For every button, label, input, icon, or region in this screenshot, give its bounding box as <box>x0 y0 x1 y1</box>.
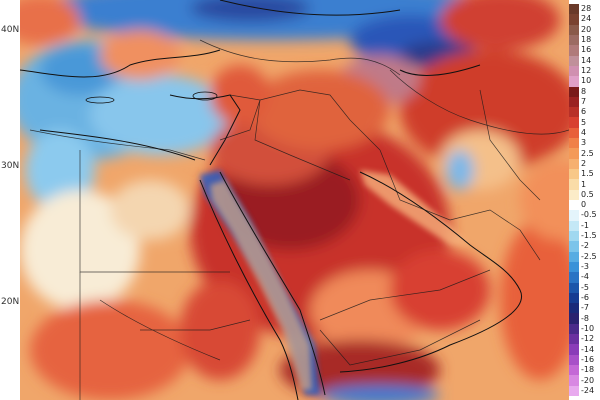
colorbar-tick-label: 20 <box>581 24 592 34</box>
colorbar-tick-label: 1 <box>581 179 587 189</box>
colorbar-swatch <box>569 282 579 294</box>
colorbar-swatch <box>569 107 579 118</box>
colorbar-swatch <box>569 148 579 160</box>
colorbar-tick-label: 2.5 <box>581 148 594 158</box>
colorbar-swatch <box>569 189 579 201</box>
colorbar-swatch <box>569 241 579 253</box>
colorbar-swatch <box>569 34 579 46</box>
colorbar-tick-label: 14 <box>581 55 592 65</box>
colorbar-tick-label: 3 <box>581 138 587 148</box>
temperature-anomaly-map <box>20 0 569 400</box>
lat-label-20n: 20N <box>1 297 20 307</box>
colorbar-tick-label: 5 <box>581 117 587 127</box>
colorbar-tick-label: 28 <box>581 4 592 14</box>
colorbar-tick-label: -5 <box>581 282 589 292</box>
cyprus-outline <box>192 91 218 101</box>
colorbar-tick-label: 2 <box>581 158 587 168</box>
colorbar-swatch <box>569 169 579 180</box>
colorbar-tick-label: -4 <box>581 272 589 282</box>
colorbar-swatch <box>569 220 579 232</box>
colorbar-swatch <box>569 200 579 211</box>
colorbar-legend: 28 24 20 18 16 14 12 10 8 7 6 5 4 3 2.5 2 1.5 1 0.5 0 -0.5 -1… <box>569 0 600 400</box>
colorbar-swatch <box>569 272 579 284</box>
colorbar-tick-label: -3 <box>581 262 589 272</box>
colorbar-swatch <box>569 4 579 15</box>
colorbar-tick-label: -8 <box>581 313 589 323</box>
colorbar-swatch <box>569 117 579 129</box>
colorbar-swatch <box>569 344 579 356</box>
colorbar-tick-label: -12 <box>581 334 595 344</box>
colorbar-swatch <box>569 375 579 387</box>
colorbar-tick-label: -1.5 <box>581 231 597 241</box>
colorbar-tick-label: 6 <box>581 107 587 117</box>
country-borders <box>29 39 569 400</box>
colorbar-swatch <box>569 292 579 304</box>
colorbar-swatch <box>569 334 579 345</box>
colorbar-tick-label: 0 <box>581 200 587 210</box>
persian-gulf <box>360 170 470 245</box>
colorbar-tick-label: -14 <box>581 344 595 354</box>
colorbar-tick-label: -0.5 <box>581 210 597 220</box>
colorbar-tick-label: -20 <box>581 375 595 385</box>
colorbar-swatch <box>569 127 579 139</box>
crete-outline <box>85 96 115 104</box>
colorbar-tick-label: 4 <box>581 127 587 137</box>
colorbar-tick-label: -2 <box>581 241 589 251</box>
colorbar-tick-label: -7 <box>581 303 589 313</box>
colorbar-tick-label: 24 <box>581 14 592 24</box>
colorbar-tick-label: 1.5 <box>581 169 594 179</box>
colorbar-swatch <box>569 303 579 314</box>
colorbar-tick-label: -16 <box>581 354 595 364</box>
lat-label-30n: 30N <box>1 161 20 171</box>
colorbar-swatch <box>569 365 579 376</box>
colorbar-swatch <box>569 14 579 26</box>
colorbar-tick-label: 8 <box>581 86 587 96</box>
colorbar-swatch <box>569 24 579 36</box>
colorbar-tick-label: 12 <box>581 66 592 76</box>
colorbar-swatch <box>569 158 579 170</box>
colorbar-tick-label: -2.5 <box>581 251 597 261</box>
colorbar-tick-label: -24 <box>581 385 595 395</box>
latitude-axis: 40N 30N 20N <box>0 0 20 400</box>
colorbar-swatch <box>569 354 579 366</box>
colorbar-tick-label: -6 <box>581 293 589 302</box>
lat-label-40n: 40N <box>1 25 20 35</box>
colorbar-tick-label: 10 <box>581 76 592 86</box>
colorbar-swatch <box>569 96 579 108</box>
colorbar-swatch <box>569 138 579 149</box>
anomaly-field <box>20 0 569 400</box>
colorbar-swatch <box>569 86 579 98</box>
colorbar-swatch <box>569 323 579 335</box>
colorbar-tick-label: 18 <box>581 35 592 45</box>
colorbar-swatch <box>569 55 579 67</box>
colorbar-swatch <box>569 65 579 77</box>
colorbar-swatch <box>569 179 579 191</box>
colorbar-tick-label: 0.5 <box>581 189 594 199</box>
colorbar-tick-label: 7 <box>581 97 587 106</box>
colorbar-swatch <box>569 251 579 263</box>
colorbar-tick-label: -10 <box>581 323 595 333</box>
colorbar-swatch <box>569 261 579 273</box>
colorbar-swatch <box>569 230 579 242</box>
colorbar-swatch <box>569 76 579 88</box>
colorbar-swatch <box>569 210 579 222</box>
colorbar-swatch <box>569 45 579 57</box>
colorbar-swatch <box>569 385 579 397</box>
colorbar-swatch <box>569 313 579 325</box>
coastlines <box>20 0 523 400</box>
colorbar-tick-label: -18 <box>581 365 595 375</box>
colorbar-tick-label: 16 <box>581 45 592 55</box>
colorbar-tick-label: -1 <box>581 220 589 230</box>
